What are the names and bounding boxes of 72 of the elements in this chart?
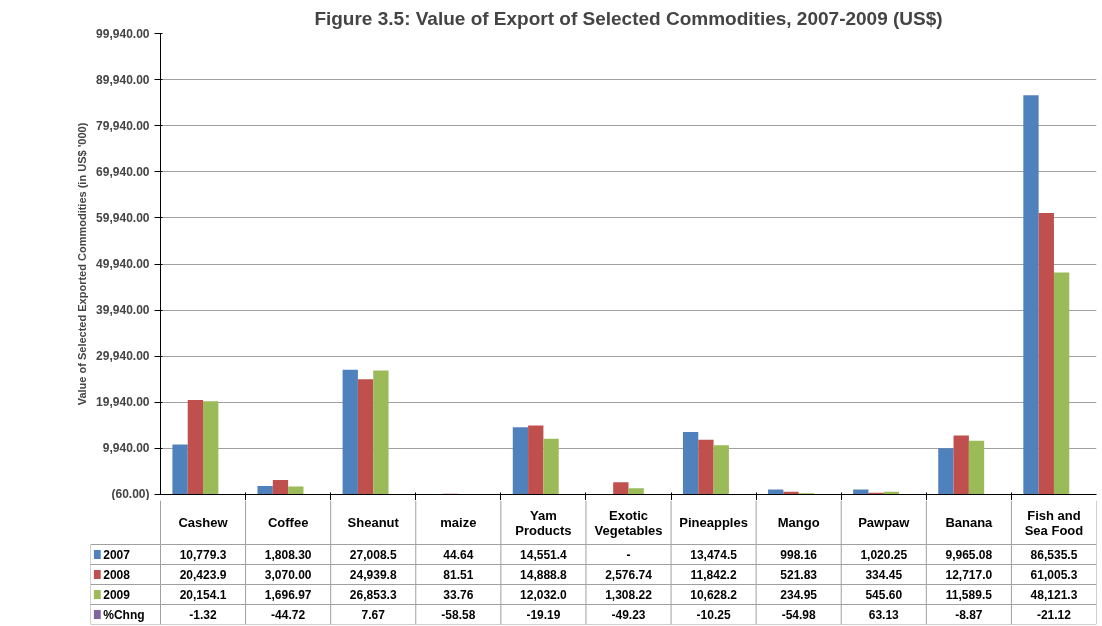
- x-tick-label: Mango: [777, 515, 820, 530]
- x-tick-label: Pawpaw: [858, 515, 911, 530]
- data-label: -10.25: [696, 608, 731, 622]
- data-label: 33.76: [443, 588, 474, 602]
- data-label: 81.51: [443, 568, 474, 582]
- data-label: 44.64: [443, 548, 474, 562]
- data-label: 10,628.2: [690, 588, 738, 602]
- data-label: 1,308.22: [605, 588, 653, 602]
- data-label: 7.67: [361, 608, 386, 622]
- data-label: -54.98: [781, 608, 817, 622]
- y-tick-label: 39,940.00: [96, 303, 150, 318]
- data-label: 63.13: [868, 608, 900, 622]
- y-tick-label: 69,940.00: [96, 164, 150, 179]
- y-tick-label: (60.00): [111, 486, 150, 501]
- y-tick-label: 29,940.00: [96, 349, 150, 364]
- data-label: 14,551.4: [520, 548, 568, 562]
- data-label: 1,808.30: [264, 548, 312, 562]
- x-tick-label: Coffee: [267, 515, 309, 530]
- x-tick-label: Yam Products: [515, 507, 572, 538]
- data-label: 521.83: [780, 568, 818, 582]
- data-label: 9,965.08: [945, 548, 993, 562]
- data-label: 20,154.1: [179, 588, 227, 602]
- legend-label: 2007: [103, 548, 131, 562]
- x-tick-label: Cashew: [178, 515, 229, 530]
- data-label: 20,423.9: [179, 568, 227, 582]
- data-label: 26,853.3: [349, 588, 397, 602]
- x-tick-label: Fish and Sea Food: [1024, 507, 1084, 538]
- data-label: 234.95: [780, 588, 818, 602]
- data-label: 998.16: [780, 548, 818, 562]
- x-tick-label: Banana: [945, 515, 994, 530]
- legend-label: 2009: [103, 588, 131, 602]
- data-label: 12,032.0: [520, 588, 568, 602]
- data-label: 24,939.8: [349, 568, 397, 582]
- data-label: 10,779.3: [179, 548, 227, 562]
- y-tick-label: 49,940.00: [96, 257, 150, 271]
- text: -: [626, 548, 631, 562]
- data-label: 3,070.00: [264, 568, 312, 582]
- data-label: 27,008.5: [349, 548, 397, 562]
- chart-title: Figure 3.5: Value of Export of Selected Commodities, 2007-2009 (US$): [314, 7, 943, 29]
- data-label: -19.19: [526, 608, 561, 622]
- y-tick-label: 99,940.00: [96, 26, 150, 41]
- data-label: 11,589.5: [945, 588, 993, 602]
- data-label: 1,696.97: [264, 588, 312, 602]
- data-label: 545.60: [865, 588, 903, 602]
- data-label: 86,535.5: [1030, 548, 1078, 562]
- data-label: 12,717.0: [945, 568, 993, 582]
- data-label: -21.12: [1036, 608, 1072, 622]
- data-label: -49.23: [611, 608, 646, 622]
- data-label: 334.45: [865, 568, 903, 582]
- data-label: 61,005.3: [1030, 568, 1078, 582]
- data-label: 2,576.74: [605, 568, 653, 582]
- x-tick-label: maize: [440, 515, 477, 530]
- data-label: -58.58: [441, 608, 476, 622]
- x-tick-label: Sheanut: [347, 515, 400, 530]
- data-label: -1.32: [189, 608, 218, 622]
- x-tick-label: Pineapples: [679, 515, 748, 530]
- data-label: 1,020.25: [860, 548, 908, 562]
- y-tick-label: 79,940.00: [96, 118, 150, 133]
- data-label: -8.87: [955, 608, 983, 622]
- data-label: 13,474.5: [690, 548, 738, 562]
- y-axis-title: Value of Selected Exported Commodities (in US$ '000): [76, 122, 89, 406]
- data-label: 11,842.2: [690, 568, 737, 582]
- legend-label: 2008: [103, 568, 131, 582]
- y-tick-label: 89,940.00: [96, 72, 150, 87]
- y-tick-label: 59,940.00: [96, 210, 150, 225]
- y-tick-label: 19,940.00: [96, 395, 150, 410]
- data-label: 14,888.8: [520, 568, 568, 582]
- data-label: -44.72: [271, 608, 306, 622]
- legend-label: %Chng: [103, 607, 145, 622]
- y-tick-label: 9,940.00: [102, 441, 150, 456]
- data-label: 48,121.3: [1030, 588, 1078, 602]
- x-tick-label: Exotic Vegetables: [594, 507, 663, 538]
